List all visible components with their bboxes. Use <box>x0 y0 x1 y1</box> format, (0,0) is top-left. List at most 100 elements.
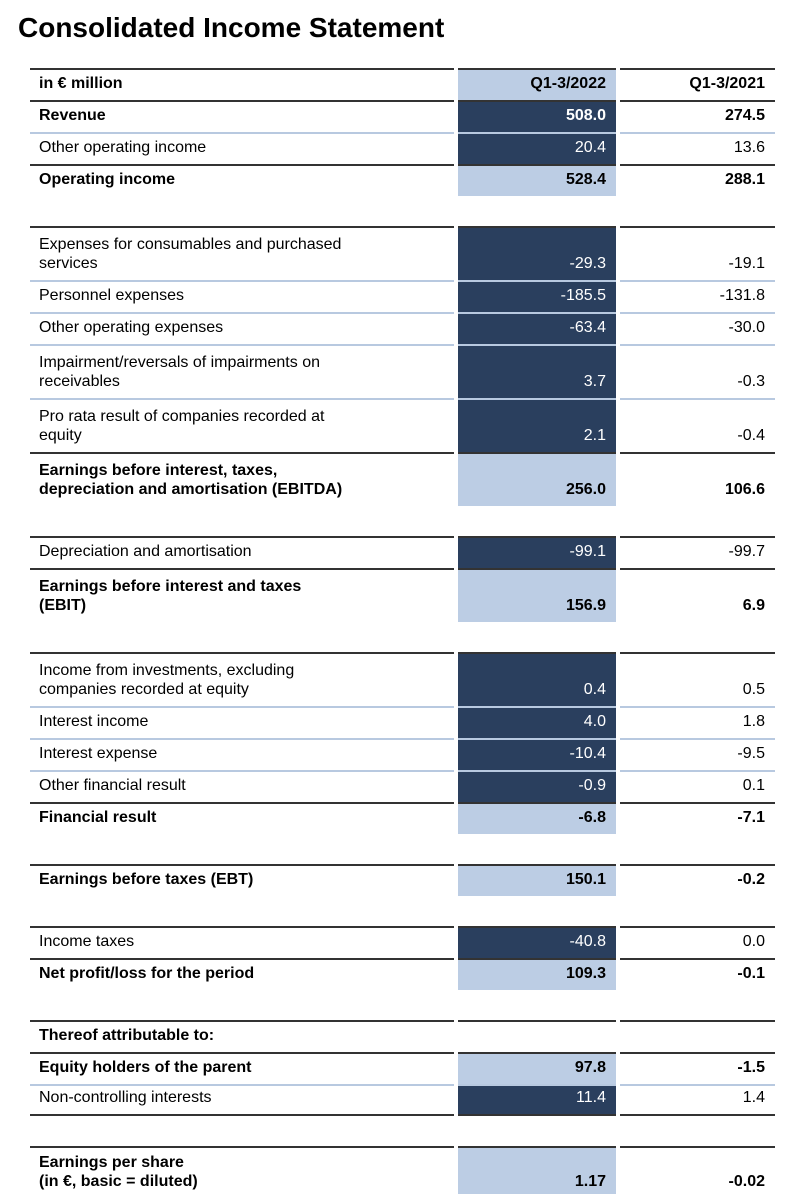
spacer-row <box>30 506 775 536</box>
row-label: Earnings before interest, taxes, depreci… <box>30 452 454 506</box>
value-2021: -19.1 <box>620 226 775 280</box>
value-2022: 2.1 <box>458 398 616 452</box>
value-2021: 1.8 <box>620 706 775 738</box>
value-2021: -99.7 <box>620 536 775 568</box>
row-label: Interest income <box>30 706 454 738</box>
value-2022: 97.8 <box>458 1052 616 1084</box>
value-2022: -0.9 <box>458 770 616 802</box>
spacer-cell <box>620 834 775 864</box>
value-2021: -9.5 <box>620 738 775 770</box>
value-2021: -0.2 <box>620 864 775 896</box>
row-label: Interest expense <box>30 738 454 770</box>
value-2022: -6.8 <box>458 802 616 834</box>
spacer-row <box>30 896 775 926</box>
row-label: Non-controlling interests <box>30 1084 454 1116</box>
value-2021: -131.8 <box>620 280 775 312</box>
row-label: Income from investments, excluding compa… <box>30 652 454 706</box>
value-2021: -7.1 <box>620 802 775 834</box>
column-header-2022: Q1-3/2022 <box>458 68 616 100</box>
table-row: Earnings before taxes (EBT) 150.1 -0.2 <box>30 864 775 896</box>
row-label: Financial result <box>30 802 454 834</box>
spacer-cell <box>458 622 616 652</box>
spacer-cell <box>458 896 616 926</box>
value-2021: -0.3 <box>620 344 775 398</box>
value-2022: 256.0 <box>458 452 616 506</box>
spacer-row <box>30 622 775 652</box>
value-2021: -1.5 <box>620 1052 775 1084</box>
value-2021: 6.9 <box>620 568 775 622</box>
table-row: Thereof attributable to: <box>30 1020 775 1052</box>
table-row: Interest expense -10.4 -9.5 <box>30 738 775 770</box>
row-label: Pro rata result of companies recorded at… <box>30 398 454 452</box>
spacer-cell <box>620 1116 775 1146</box>
row-label: Other financial result <box>30 770 454 802</box>
spacer-cell <box>620 196 775 226</box>
row-label: Revenue <box>30 100 454 132</box>
value-2022: -40.8 <box>458 926 616 958</box>
spacer-cell <box>30 896 454 926</box>
value-2022: 3.7 <box>458 344 616 398</box>
value-2022: 508.0 <box>458 100 616 132</box>
row-label: Earnings per share (in €, basic = dilute… <box>30 1146 454 1194</box>
value-2022: 109.3 <box>458 958 616 990</box>
value-2022: 150.1 <box>458 864 616 896</box>
table-row: Personnel expenses -185.5 -131.8 <box>30 280 775 312</box>
value-2021: -0.4 <box>620 398 775 452</box>
row-label: Equity holders of the parent <box>30 1052 454 1084</box>
table-row: Equity holders of the parent 97.8 -1.5 <box>30 1052 775 1084</box>
table-row: Other financial result -0.9 0.1 <box>30 770 775 802</box>
spacer-cell <box>620 506 775 536</box>
value-2021: 0.1 <box>620 770 775 802</box>
value-2021: 288.1 <box>620 164 775 196</box>
spacer-cell <box>458 834 616 864</box>
row-label: Depreciation and amortisation <box>30 536 454 568</box>
value-2022: 4.0 <box>458 706 616 738</box>
row-label: Personnel expenses <box>30 280 454 312</box>
table-row: Net profit/loss for the period 109.3 -0.1 <box>30 958 775 990</box>
spacer-cell <box>458 1116 616 1146</box>
row-label: Net profit/loss for the period <box>30 958 454 990</box>
spacer-cell <box>620 896 775 926</box>
table-row: Other operating income 20.4 13.6 <box>30 132 775 164</box>
spacer-row <box>30 834 775 864</box>
value-2021: 1.4 <box>620 1084 775 1116</box>
value-2022 <box>458 1020 616 1052</box>
column-header-2021: Q1-3/2021 <box>620 68 775 100</box>
value-2022: -63.4 <box>458 312 616 344</box>
value-2022: 156.9 <box>458 568 616 622</box>
spacer-cell <box>458 196 616 226</box>
value-2022: 11.4 <box>458 1084 616 1116</box>
value-2022: 1.17 <box>458 1146 616 1194</box>
value-2021: 274.5 <box>620 100 775 132</box>
table-row: Revenue 508.0 274.5 <box>30 100 775 132</box>
table-row: Depreciation and amortisation -99.1 -99.7 <box>30 536 775 568</box>
value-2022: -29.3 <box>458 226 616 280</box>
row-label: Income taxes <box>30 926 454 958</box>
value-2021: 13.6 <box>620 132 775 164</box>
value-2021 <box>620 1020 775 1052</box>
spacer-cell <box>30 506 454 536</box>
row-label: Operating income <box>30 164 454 196</box>
income-statement-body: in € million Q1-3/2022 Q1-3/2021 Revenue 508… <box>30 68 775 1194</box>
value-2021: 106.6 <box>620 452 775 506</box>
spacer-cell <box>30 1116 454 1146</box>
value-2022: 20.4 <box>458 132 616 164</box>
value-2022: 528.4 <box>458 164 616 196</box>
value-2021: 0.0 <box>620 926 775 958</box>
column-header-row: in € million Q1-3/2022 Q1-3/2021 <box>30 68 775 100</box>
table-row: Income taxes -40.8 0.0 <box>30 926 775 958</box>
spacer-cell <box>458 990 616 1020</box>
value-2022: -10.4 <box>458 738 616 770</box>
spacer-cell <box>30 622 454 652</box>
value-2021: 0.5 <box>620 652 775 706</box>
table-row: Pro rata result of companies recorded at… <box>30 398 775 452</box>
value-2022: -185.5 <box>458 280 616 312</box>
spacer-row <box>30 196 775 226</box>
spacer-cell <box>30 990 454 1020</box>
value-2021: -0.1 <box>620 958 775 990</box>
value-2021: -0.02 <box>620 1146 775 1194</box>
row-label: Other operating expenses <box>30 312 454 344</box>
row-label: Other operating income <box>30 132 454 164</box>
table-row: Earnings before interest, taxes, depreci… <box>30 452 775 506</box>
